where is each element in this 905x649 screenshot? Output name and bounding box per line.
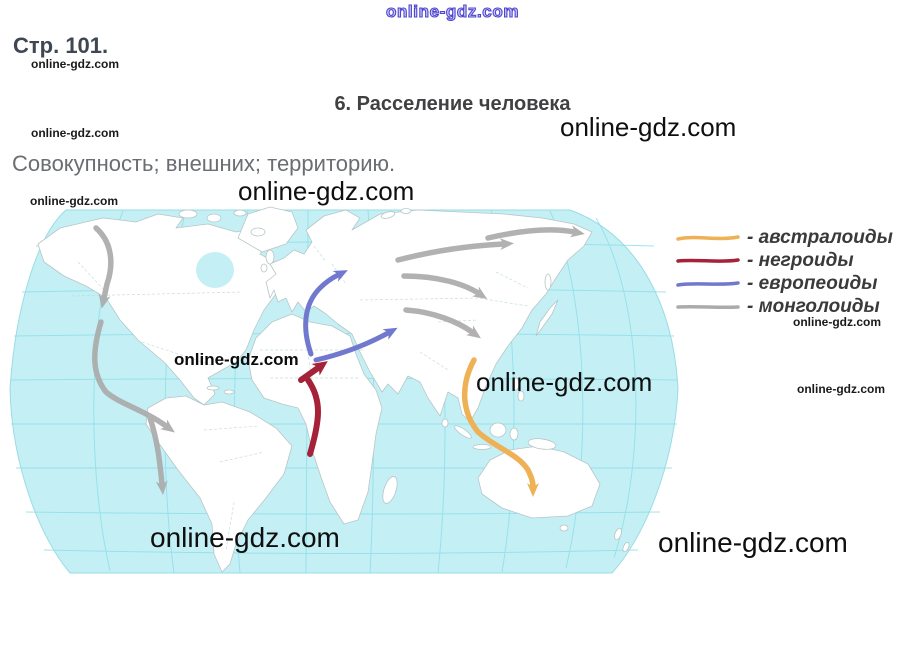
- legend-line-australoids: [676, 235, 740, 241]
- legend-item-negroids: - негроиды: [676, 250, 893, 271]
- migration-arrow-australoids: [462, 357, 539, 497]
- continent-australia: [477, 445, 601, 519]
- watermark-big-3: online-gdz.com: [476, 367, 653, 397]
- legend-label-negroids: - негроиды: [747, 250, 854, 271]
- migration-arrow-negroids: [298, 361, 328, 457]
- world-map-svg: [9, 206, 679, 574]
- watermark-big-1: online-gdz.com: [560, 112, 737, 142]
- answer-text: Совокупность; внешних; территорию.: [12, 151, 396, 176]
- legend-line-europeoids: [676, 281, 740, 287]
- legend-label-europeoids: - европеоиды: [747, 273, 878, 294]
- watermark-big-4: online-gdz.com: [150, 522, 340, 553]
- watermark-map-left: online-gdz.com: [174, 350, 299, 369]
- migration-arrows: [92, 225, 585, 497]
- continent-south-america: [145, 395, 293, 573]
- island-greenland: [237, 206, 299, 253]
- watermark-big-5: online-gdz.com: [658, 527, 848, 558]
- legend-item-australoids: - австралоиды: [676, 227, 893, 248]
- legend-line-negroids: [676, 258, 740, 263]
- watermark-small-5: online-gdz.com: [797, 382, 885, 396]
- migration-arrows-europeoids: [303, 270, 398, 363]
- watermark-top: online-gdz.com: [385, 1, 520, 21]
- legend-line-mongoloids: [676, 304, 740, 310]
- map-legend: - австралоиды - негроиды - европеоиды - …: [676, 227, 893, 317]
- map-continents: [37, 206, 630, 573]
- islands: [178, 208, 630, 553]
- watermark-big-2: online-gdz.com: [238, 176, 415, 206]
- watermark-small-3: online-gdz.com: [30, 194, 118, 208]
- legend-item-europeoids: - европеоиды: [676, 273, 893, 294]
- legend-label-mongoloids: - монголоиды: [747, 296, 880, 317]
- world-map: [8, 202, 688, 577]
- watermark-small-4: online-gdz.com: [793, 315, 881, 329]
- inland-water: [196, 252, 234, 288]
- exercise-title: 6. Расселение человека: [334, 93, 571, 115]
- legend-label-australoids: - австралоиды: [747, 227, 893, 248]
- migration-arrows-mongoloids: [92, 225, 585, 495]
- page-number-heading: Стр. 101.: [13, 33, 109, 58]
- watermark-small-1: online-gdz.com: [31, 57, 119, 71]
- legend-item-mongoloids: - монголоиды: [676, 296, 893, 317]
- watermark-small-2: online-gdz.com: [31, 126, 119, 140]
